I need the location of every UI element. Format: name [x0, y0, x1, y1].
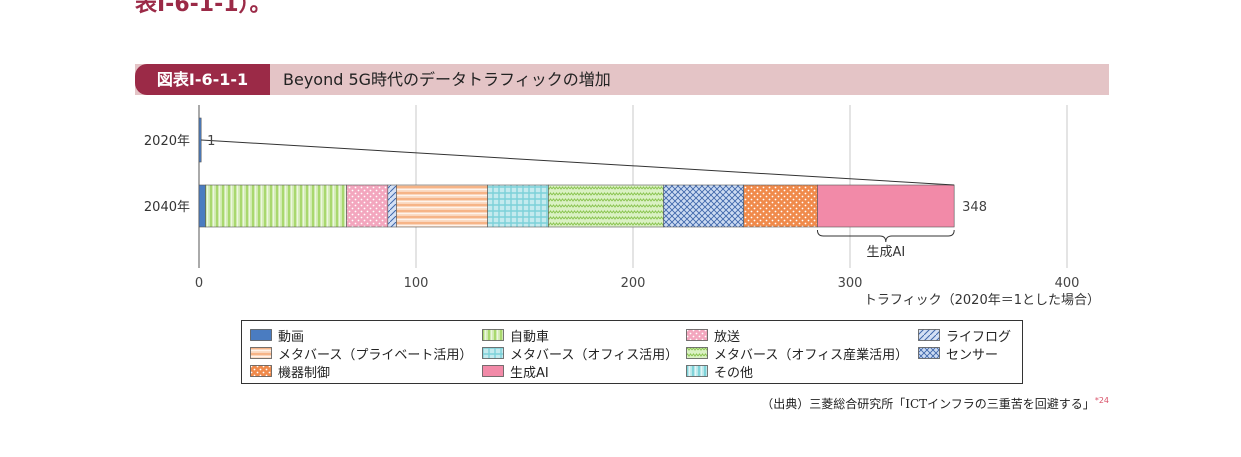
bar-1-2: [346, 184, 389, 228]
legend-label: 放送: [714, 329, 741, 345]
bar-1-4: [396, 184, 488, 228]
legend-swatch: [250, 329, 272, 341]
legend-label: その他: [714, 365, 754, 381]
legend-item: 生成AI: [482, 363, 549, 381]
growth-connector-line: [201, 139, 955, 186]
legend-label: センサー: [946, 347, 999, 363]
legend-swatch: [482, 347, 504, 359]
legend-label: メタバース（オフィス産業活用）: [714, 347, 909, 363]
bar-1-6: [548, 184, 664, 228]
legend-item: メタバース（オフィス産業活用）: [686, 345, 909, 363]
x-tick-label-0: 0: [195, 276, 203, 291]
figure-label: 図表Ⅰ-6-1-1: [135, 64, 270, 95]
x-axis-label: トラフィック（2020年＝1とした場合）: [864, 293, 1100, 308]
source-reference: *24: [1094, 396, 1109, 405]
legend-swatch: [250, 365, 272, 377]
stacked-bar-chart: 0 100 200 300 400 トラフィック（2020年＝1とした場合） 2020年 20…: [144, 105, 1100, 308]
figure-title: Beyond 5G時代のデータトラフィックの増加: [283, 70, 611, 89]
legend-label: 生成AI: [510, 365, 549, 381]
bar-0-0: [198, 117, 202, 163]
legend-item: ライフログ: [918, 327, 1012, 345]
legend-swatch: [918, 347, 940, 359]
total-label-2020: 1: [207, 134, 215, 149]
category-label-1: 2040年: [144, 200, 190, 215]
legend-item: メタバース（オフィス活用）: [482, 345, 679, 363]
category-label-0: 2020年: [144, 134, 190, 149]
legend-swatch: [482, 365, 504, 377]
legend-item: 放送: [686, 327, 741, 345]
x-tick-label-300: 300: [838, 276, 863, 291]
bar-1-5: [487, 184, 549, 228]
x-tick-label-200: 200: [621, 276, 646, 291]
legend-label: ライフログ: [946, 329, 1012, 345]
legend-item: 動画: [250, 327, 305, 345]
total-label-2040: 348: [962, 200, 987, 215]
bar-1-3: [387, 184, 397, 228]
legend-item: 機器制御: [250, 363, 331, 381]
x-tick-label-400: 400: [1055, 276, 1080, 291]
legend-swatch: [686, 365, 708, 377]
legend-swatch: [482, 329, 504, 341]
bar-1-0: [198, 184, 206, 228]
legend-swatch: [686, 329, 708, 341]
previous-text-fragment: 表Ⅰ-6-1-1）。: [135, 0, 272, 17]
legend-item: その他: [686, 363, 754, 381]
legend-label: 動画: [278, 329, 305, 345]
legend-item: センサー: [918, 345, 999, 363]
legend-swatch: [250, 347, 272, 359]
figure-title-bar: 図表Ⅰ-6-1-1 Beyond 5G時代のデータトラフィックの増加: [135, 64, 1109, 95]
chart-legend: 動画 自動車 放送 ライフログメタバース（プライベート活用） メタバース（オフィス活用）…: [241, 320, 1023, 384]
legend-label: 機器制御: [278, 365, 331, 381]
bar-1-8: [743, 184, 818, 228]
legend-label: 自動車: [510, 329, 550, 345]
legend-item: 自動車: [482, 327, 550, 345]
bar-1-1: [205, 184, 347, 228]
bar-1-9: [817, 184, 955, 228]
legend-label: メタバース（プライベート活用）: [278, 347, 473, 363]
annotation-brace: [816, 229, 955, 243]
bar-1-7: [663, 184, 744, 228]
legend-swatch: [918, 329, 940, 341]
source-text: （出典）三菱総合研究所「ICTインフラの三重苦を回避する」: [761, 397, 1095, 411]
legend-label: メタバース（オフィス活用）: [510, 347, 679, 363]
legend-swatch: [686, 347, 708, 359]
x-tick-label-100: 100: [404, 276, 429, 291]
annotation-label: 生成AI: [866, 245, 905, 260]
source-note: （出典）三菱総合研究所「ICTインフラの三重苦を回避する」*24: [761, 395, 1109, 412]
legend-item: メタバース（プライベート活用）: [250, 345, 473, 363]
